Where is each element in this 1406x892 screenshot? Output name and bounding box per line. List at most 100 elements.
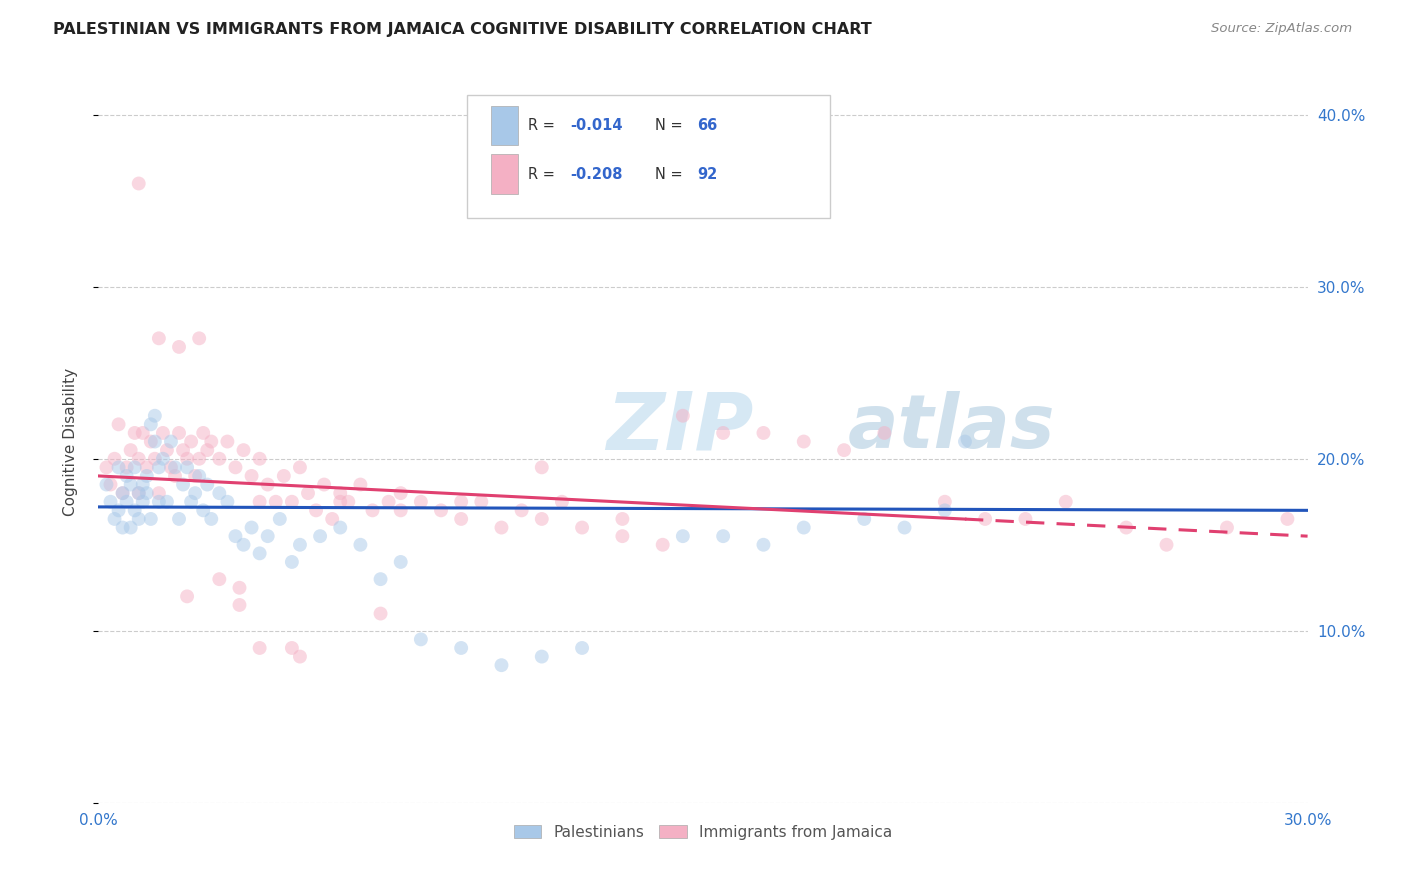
- Point: [349, 538, 371, 552]
- Point: [1156, 538, 1178, 552]
- Point: [176, 460, 198, 475]
- Point: [180, 434, 202, 449]
- Point: [409, 494, 432, 508]
- Point: [96, 460, 118, 475]
- Point: [934, 503, 956, 517]
- Point: [752, 538, 775, 552]
- Point: [208, 451, 231, 466]
- Point: [188, 469, 211, 483]
- Point: [111, 486, 134, 500]
- Point: [711, 529, 734, 543]
- Point: [184, 469, 207, 483]
- Point: [256, 477, 278, 491]
- Point: [377, 494, 399, 508]
- Point: [143, 434, 166, 449]
- Point: [200, 434, 222, 449]
- Point: [139, 434, 162, 449]
- Point: [124, 425, 146, 440]
- Text: Source: ZipAtlas.com: Source: ZipAtlas.com: [1212, 22, 1353, 36]
- Point: [193, 425, 215, 440]
- Point: [135, 469, 157, 483]
- Point: [160, 434, 183, 449]
- Point: [249, 494, 271, 508]
- Point: [148, 486, 170, 500]
- Point: [135, 460, 157, 475]
- Point: [115, 460, 138, 475]
- Point: [120, 520, 142, 534]
- Point: [124, 460, 146, 475]
- Point: [893, 520, 915, 534]
- Point: [297, 486, 319, 500]
- Point: [281, 494, 304, 508]
- Point: [314, 477, 336, 491]
- Point: [249, 546, 271, 560]
- Point: [249, 640, 271, 655]
- Point: [107, 460, 129, 475]
- Text: -0.208: -0.208: [569, 167, 623, 182]
- Point: [128, 486, 150, 500]
- Point: [228, 598, 250, 612]
- Text: atlas: atlas: [848, 391, 1056, 464]
- FancyBboxPatch shape: [492, 154, 517, 194]
- Point: [160, 460, 183, 475]
- Point: [450, 512, 472, 526]
- Text: N =: N =: [655, 167, 688, 182]
- Point: [793, 520, 815, 534]
- Point: [329, 494, 352, 508]
- Point: [389, 503, 412, 517]
- Point: [752, 425, 775, 440]
- FancyBboxPatch shape: [467, 95, 830, 218]
- Point: [1115, 520, 1137, 534]
- Point: [143, 409, 166, 423]
- Point: [100, 477, 122, 491]
- Point: [163, 469, 186, 483]
- Point: [309, 529, 332, 543]
- Point: [176, 590, 198, 604]
- Point: [167, 340, 190, 354]
- Point: [551, 494, 574, 508]
- Point: [450, 640, 472, 655]
- Point: [132, 425, 155, 440]
- Point: [571, 520, 593, 534]
- Text: -0.014: -0.014: [569, 118, 623, 133]
- Point: [208, 572, 231, 586]
- Point: [953, 434, 976, 449]
- Point: [1216, 520, 1239, 534]
- Point: [329, 486, 352, 500]
- Point: [111, 520, 134, 534]
- Point: [217, 434, 239, 449]
- Point: [651, 538, 673, 552]
- Point: [711, 425, 734, 440]
- Point: [107, 417, 129, 432]
- Text: N =: N =: [655, 118, 688, 133]
- Point: [195, 443, 218, 458]
- Point: [337, 494, 360, 508]
- Point: [184, 486, 207, 500]
- Point: [510, 503, 533, 517]
- Point: [139, 417, 162, 432]
- Point: [256, 529, 278, 543]
- Point: [128, 451, 150, 466]
- Point: [156, 443, 179, 458]
- Point: [370, 607, 392, 621]
- Point: [409, 632, 432, 647]
- Point: [288, 538, 311, 552]
- Point: [224, 460, 246, 475]
- Point: [389, 486, 412, 500]
- Point: [793, 434, 815, 449]
- Point: [124, 503, 146, 517]
- Legend: Palestinians, Immigrants from Jamaica: Palestinians, Immigrants from Jamaica: [508, 819, 898, 846]
- Point: [132, 477, 155, 491]
- Point: [163, 460, 186, 475]
- Point: [103, 512, 125, 526]
- Point: [470, 494, 492, 508]
- Text: 92: 92: [697, 167, 717, 182]
- Point: [143, 451, 166, 466]
- Point: [188, 451, 211, 466]
- Point: [195, 477, 218, 491]
- Point: [349, 477, 371, 491]
- Point: [224, 529, 246, 543]
- FancyBboxPatch shape: [492, 105, 517, 145]
- Point: [139, 512, 162, 526]
- Point: [107, 503, 129, 517]
